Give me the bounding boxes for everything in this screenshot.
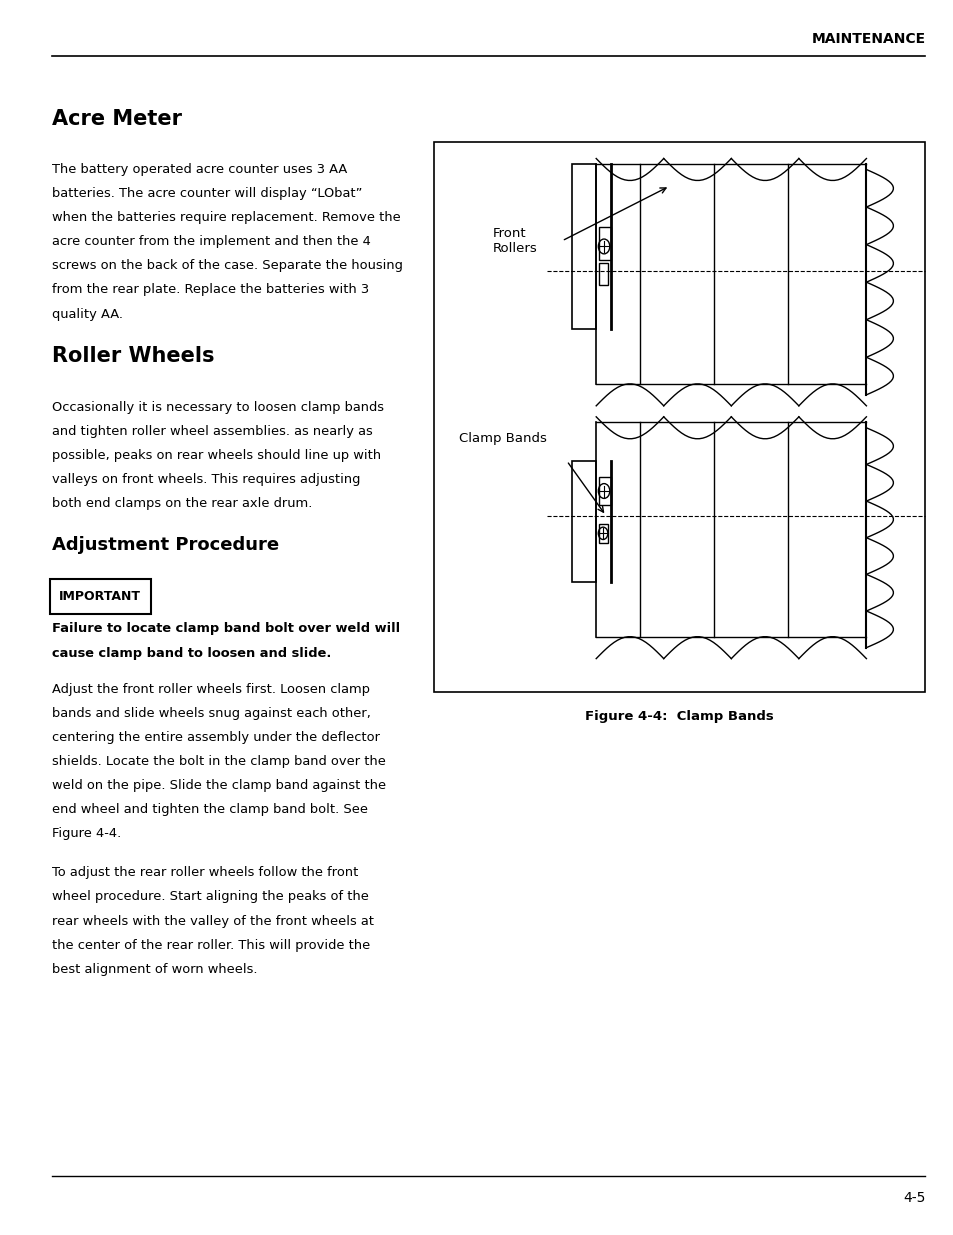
Bar: [434, 142, 924, 692]
Bar: [571, 164, 596, 329]
Text: wheel procedure. Start aligning the peaks of the: wheel procedure. Start aligning the peak…: [52, 890, 369, 904]
Text: both end clamps on the rear axle drum.: both end clamps on the rear axle drum.: [52, 496, 313, 510]
Bar: [598, 227, 610, 261]
Text: 4-5: 4-5: [902, 1191, 924, 1204]
Text: weld on the pipe. Slide the clamp band against the: weld on the pipe. Slide the clamp band a…: [52, 779, 386, 793]
Text: Adjustment Procedure: Adjustment Procedure: [52, 536, 279, 555]
Bar: [598, 524, 607, 543]
Text: valleys on front wheels. This requires adjusting: valleys on front wheels. This requires a…: [52, 473, 360, 487]
Text: and tighten roller wheel assemblies. as nearly as: and tighten roller wheel assemblies. as …: [52, 425, 373, 438]
Text: when the batteries require replacement. Remove the: when the batteries require replacement. …: [52, 211, 401, 225]
Text: best alignment of worn wheels.: best alignment of worn wheels.: [52, 962, 257, 976]
Text: Front
Rollers: Front Rollers: [493, 227, 537, 254]
Text: acre counter from the implement and then the 4: acre counter from the implement and then…: [52, 235, 371, 248]
Bar: [598, 263, 607, 285]
Text: end wheel and tighten the clamp band bolt. See: end wheel and tighten the clamp band bol…: [52, 803, 368, 816]
Bar: [571, 461, 596, 582]
Text: MAINTENANCE: MAINTENANCE: [810, 32, 924, 46]
Text: Failure to locate clamp band bolt over weld will: Failure to locate clamp band bolt over w…: [52, 622, 400, 636]
Text: Clamp Bands: Clamp Bands: [458, 432, 546, 446]
FancyBboxPatch shape: [50, 579, 151, 614]
Text: Occasionally it is necessary to loosen clamp bands: Occasionally it is necessary to loosen c…: [52, 400, 384, 414]
Text: IMPORTANT: IMPORTANT: [59, 590, 141, 603]
Text: centering the entire assembly under the deflector: centering the entire assembly under the …: [52, 731, 380, 745]
Text: cause clamp band to loosen and slide.: cause clamp band to loosen and slide.: [52, 646, 332, 659]
Text: To adjust the rear roller wheels follow the front: To adjust the rear roller wheels follow …: [52, 866, 358, 879]
Text: rear wheels with the valley of the front wheels at: rear wheels with the valley of the front…: [52, 914, 375, 927]
Text: the center of the rear roller. This will provide the: the center of the rear roller. This will…: [52, 939, 371, 952]
Text: from the rear plate. Replace the batteries with 3: from the rear plate. Replace the batteri…: [52, 283, 369, 296]
Text: batteries. The acre counter will display “LObat”: batteries. The acre counter will display…: [52, 186, 362, 200]
Bar: [598, 477, 610, 505]
Text: quality AA.: quality AA.: [52, 308, 123, 321]
Text: shields. Locate the bolt in the clamp band over the: shields. Locate the bolt in the clamp ba…: [52, 755, 386, 768]
Text: Acre Meter: Acre Meter: [52, 109, 182, 128]
Text: The battery operated acre counter uses 3 AA: The battery operated acre counter uses 3…: [52, 163, 347, 177]
Text: bands and slide wheels snug against each other,: bands and slide wheels snug against each…: [52, 706, 371, 720]
Text: Figure 4-4.: Figure 4-4.: [52, 827, 122, 841]
Text: Figure 4-4:  Clamp Bands: Figure 4-4: Clamp Bands: [585, 710, 773, 724]
Text: screws on the back of the case. Separate the housing: screws on the back of the case. Separate…: [52, 259, 403, 273]
Text: possible, peaks on rear wheels should line up with: possible, peaks on rear wheels should li…: [52, 448, 381, 462]
Text: Adjust the front roller wheels first. Loosen clamp: Adjust the front roller wheels first. Lo…: [52, 683, 370, 697]
Text: Roller Wheels: Roller Wheels: [52, 346, 214, 367]
